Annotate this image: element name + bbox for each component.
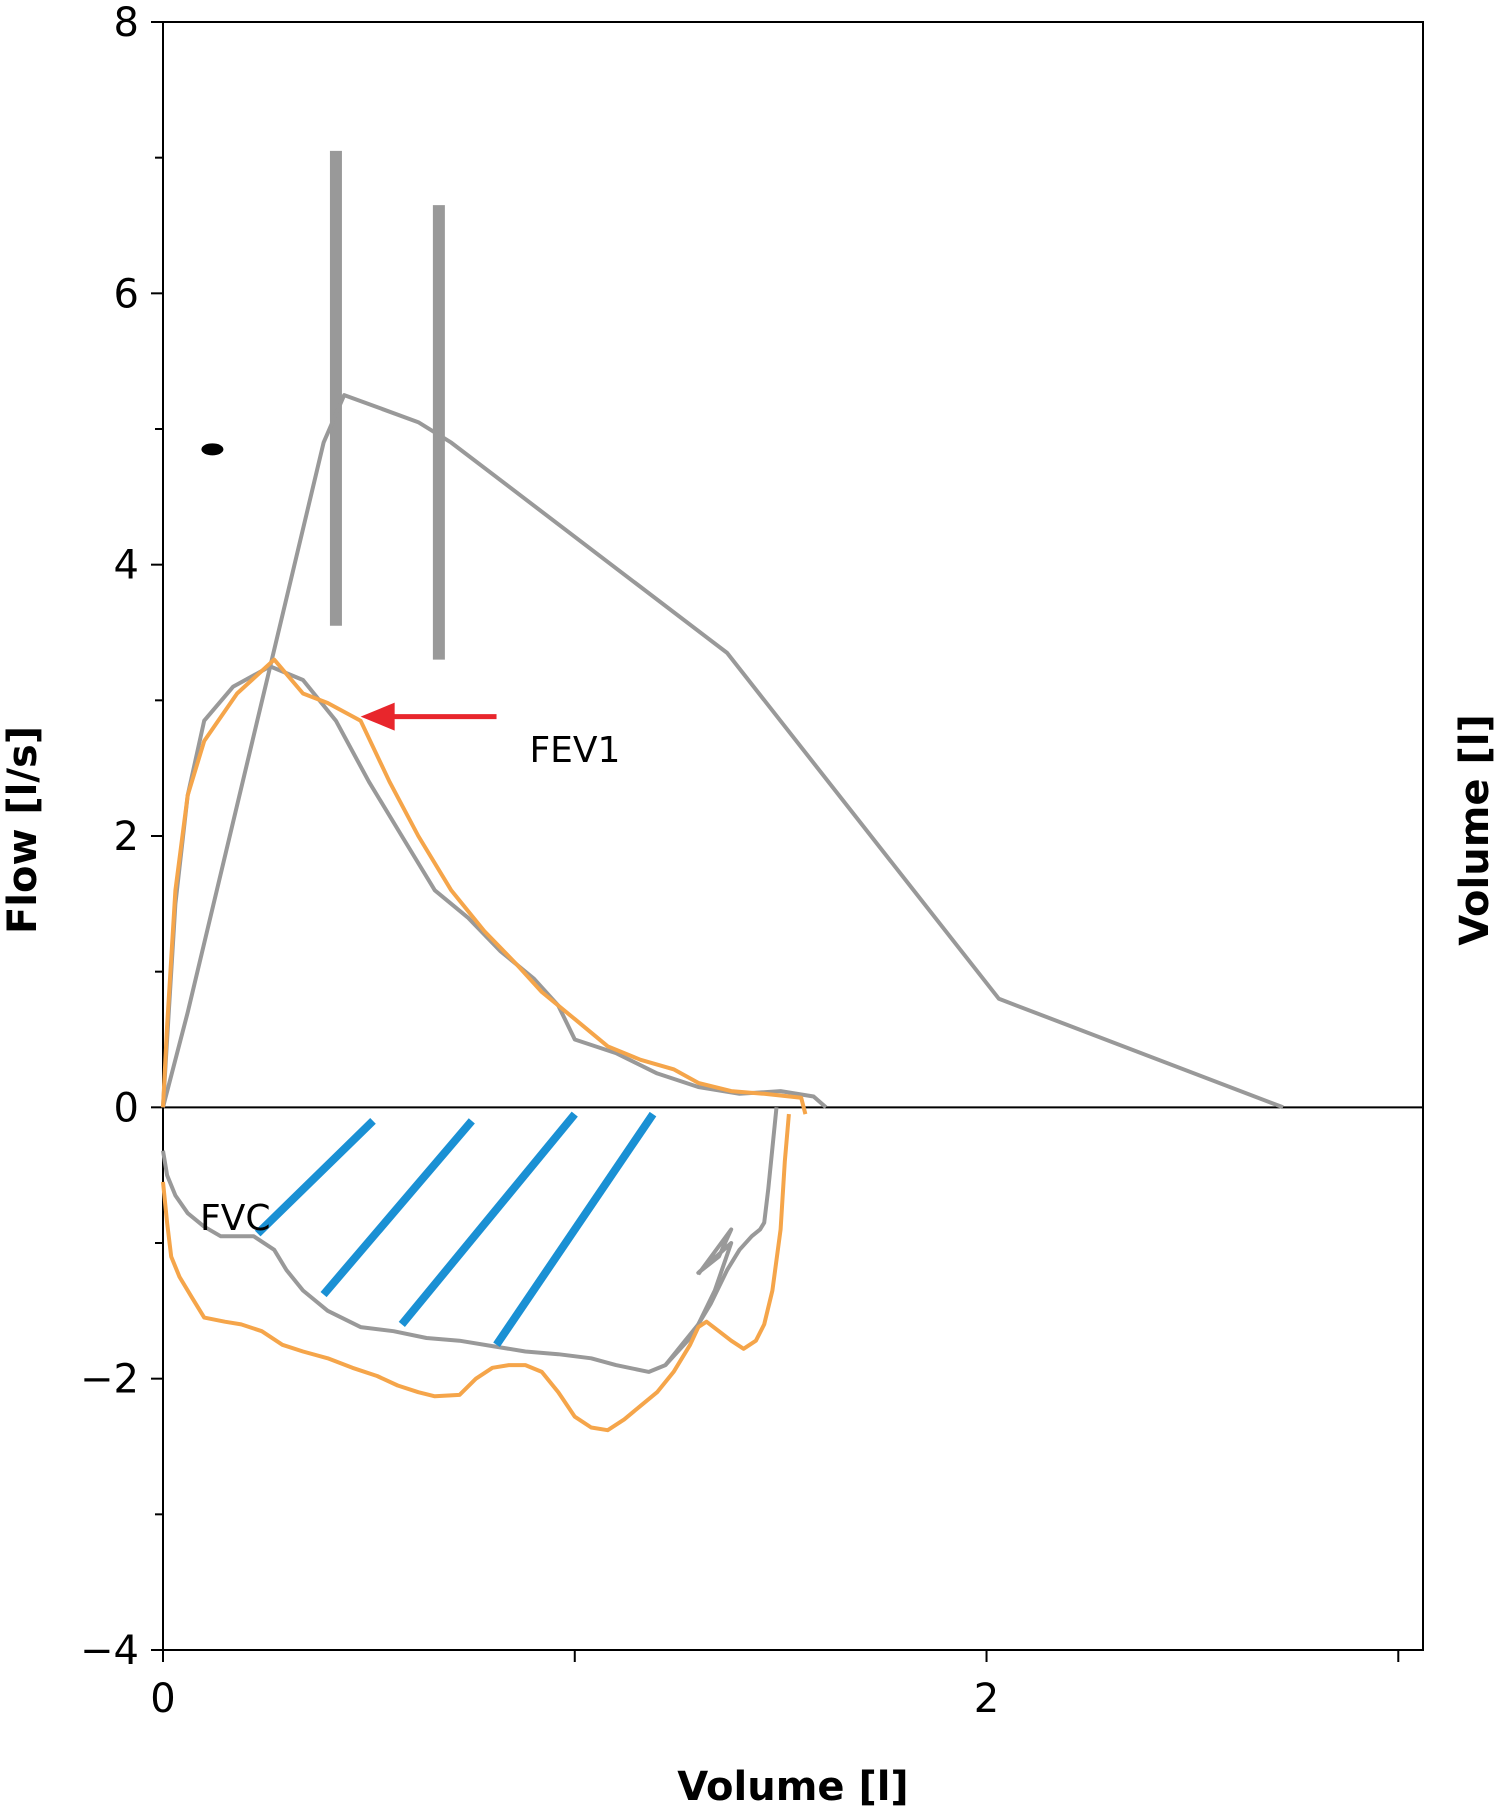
x-axis-title: Volume [l] <box>677 1764 908 1810</box>
hatch-line <box>254 1118 376 1237</box>
y-tick-label: 0 <box>114 1085 139 1131</box>
series-line-4 <box>161 1150 734 1374</box>
x-tick-label: 0 <box>150 1676 175 1722</box>
annotation-fev1: FEV1 <box>529 730 620 771</box>
series-line-2 <box>161 664 828 1109</box>
y2-axis-title: Volume [l] <box>1452 714 1498 945</box>
marker-dot <box>201 443 224 456</box>
series-line-3 <box>161 657 808 1115</box>
y-tick-label: 6 <box>114 271 139 317</box>
y-tick-label: −4 <box>80 1628 139 1674</box>
y-tick-label: 2 <box>114 814 139 860</box>
annotation-fvc: FVC <box>200 1198 270 1239</box>
y-tick-label: 4 <box>114 543 139 589</box>
fev1-arrow-head <box>360 702 395 731</box>
y-axis-title: Flow [l/s] <box>0 726 46 934</box>
hatch-line <box>398 1111 578 1327</box>
series-line-5 <box>663 1107 779 1367</box>
y-tick-label: 8 <box>114 0 139 46</box>
series-line-6 <box>161 1113 791 1433</box>
y-tick-label: −2 <box>80 1357 139 1403</box>
hatch-line <box>493 1111 657 1347</box>
plot-frame <box>162 21 1424 1651</box>
series-line-1 <box>161 393 1284 1110</box>
hatch-line <box>320 1118 475 1298</box>
x-tick-label: 2 <box>974 1676 999 1722</box>
